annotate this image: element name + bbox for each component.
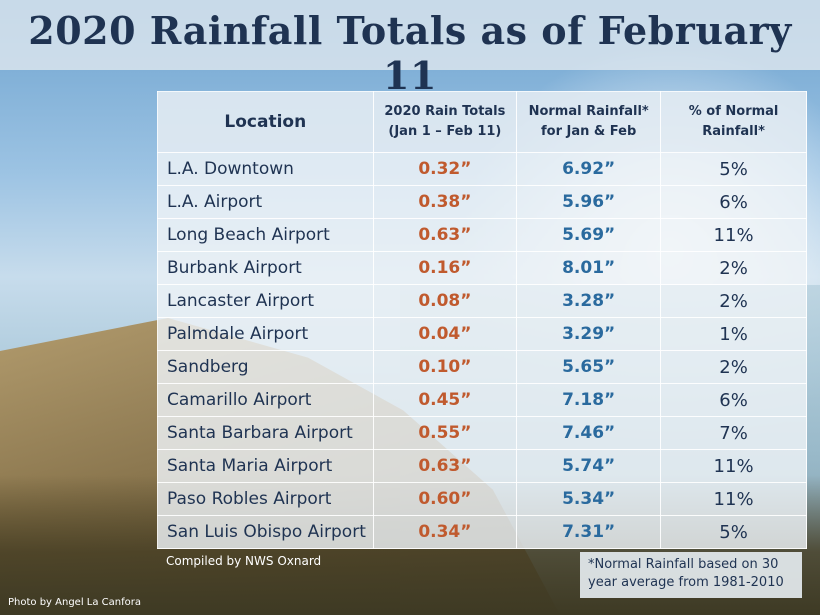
rain-total-cell: 0.32”: [372, 152, 518, 186]
header-location: Location: [157, 91, 374, 153]
rain-total-cell: 0.10”: [372, 350, 518, 384]
rain-total-cell: 0.16”: [372, 251, 518, 285]
table-row: Santa Barbara Airport 0.55” 7.46” 7%: [157, 416, 807, 450]
title-band: [0, 0, 820, 70]
table-row: Camarillo Airport 0.45” 7.18” 6%: [157, 383, 807, 417]
location-cell: San Luis Obispo Airport: [157, 515, 374, 549]
percent-normal-cell: 5%: [660, 515, 807, 549]
location-cell: Paso Robles Airport: [157, 482, 374, 516]
location-cell: Santa Barbara Airport: [157, 416, 374, 450]
table-row: San Luis Obispo Airport 0.34” 7.31” 5%: [157, 515, 807, 549]
header-percent-normal: % of Normal Rainfall*: [660, 91, 807, 153]
header-rain-line1: 2020 Rain Totals: [384, 104, 506, 119]
location-cell: L.A. Airport: [157, 185, 374, 219]
location-cell: Sandberg: [157, 350, 374, 384]
footnote-line2: year average from 1981-2010: [588, 575, 784, 590]
rain-total-cell: 0.08”: [372, 284, 518, 318]
footnote-line1: *Normal Rainfall based on 30: [588, 557, 779, 572]
normal-rainfall-cell: 8.01”: [516, 251, 662, 285]
location-cell: L.A. Downtown: [157, 152, 374, 186]
percent-normal-cell: 2%: [660, 284, 807, 318]
percent-normal-cell: 1%: [660, 317, 807, 351]
normal-rainfall-cell: 5.96”: [516, 185, 662, 219]
header-row: Location 2020 Rain Totals (Jan 1 – Feb 1…: [157, 91, 807, 153]
header-pct-line2: Rainfall*: [702, 124, 765, 139]
normal-rainfall-cell: 6.92”: [516, 152, 662, 186]
rain-total-cell: 0.34”: [372, 515, 518, 549]
header-rain-totals: 2020 Rain Totals (Jan 1 – Feb 11): [372, 91, 518, 153]
compiled-by-note: Compiled by NWS Oxnard: [166, 554, 322, 568]
header-rain-line2: (Jan 1 – Feb 11): [388, 124, 502, 139]
percent-normal-cell: 7%: [660, 416, 807, 450]
normal-rainfall-cell: 7.18”: [516, 383, 662, 417]
normal-rainfall-cell: 3.28”: [516, 284, 662, 318]
location-cell: Burbank Airport: [157, 251, 374, 285]
photo-credit: Photo by Angel La Canfora: [8, 597, 141, 608]
normal-rainfall-cell: 7.46”: [516, 416, 662, 450]
rain-total-cell: 0.04”: [372, 317, 518, 351]
rainfall-table: Location 2020 Rain Totals (Jan 1 – Feb 1…: [157, 91, 807, 549]
percent-normal-cell: 11%: [660, 482, 807, 516]
location-cell: Lancaster Airport: [157, 284, 374, 318]
percent-normal-cell: 11%: [660, 449, 807, 483]
table-row: L.A. Downtown 0.32” 6.92” 5%: [157, 152, 807, 186]
rain-total-cell: 0.63”: [372, 218, 518, 252]
table-row: Paso Robles Airport 0.60” 5.34” 11%: [157, 482, 807, 516]
location-cell: Camarillo Airport: [157, 383, 374, 417]
normal-rainfall-cell: 7.31”: [516, 515, 662, 549]
table-row: Lancaster Airport 0.08” 3.28” 2%: [157, 284, 807, 318]
normal-rainfall-cell: 3.29”: [516, 317, 662, 351]
table-row: L.A. Airport 0.38” 5.96” 6%: [157, 185, 807, 219]
page-title: 2020 Rainfall Totals as of February 11: [28, 8, 792, 98]
header-normal-line1: Normal Rainfall*: [528, 104, 649, 119]
normal-rainfall-cell: 5.34”: [516, 482, 662, 516]
percent-normal-cell: 5%: [660, 152, 807, 186]
percent-normal-cell: 6%: [660, 383, 807, 417]
rain-total-cell: 0.63”: [372, 449, 518, 483]
rain-total-cell: 0.45”: [372, 383, 518, 417]
normal-rainfall-cell: 5.65”: [516, 350, 662, 384]
table-row: Sandberg 0.10” 5.65” 2%: [157, 350, 807, 384]
percent-normal-cell: 2%: [660, 350, 807, 384]
location-cell: Long Beach Airport: [157, 218, 374, 252]
normal-rainfall-cell: 5.74”: [516, 449, 662, 483]
table-body: L.A. Downtown 0.32” 6.92” 5% L.A. Airport 0.3…: [157, 152, 807, 549]
percent-normal-cell: 2%: [660, 251, 807, 285]
normal-rainfall-cell: 5.69”: [516, 218, 662, 252]
percent-normal-cell: 11%: [660, 218, 807, 252]
location-cell: Palmdale Airport: [157, 317, 374, 351]
footnote-box: *Normal Rainfall based on 30 year averag…: [580, 552, 802, 598]
percent-normal-cell: 6%: [660, 185, 807, 219]
header-normal-rainfall: Normal Rainfall* for Jan & Feb: [516, 91, 662, 153]
table-row: Santa Maria Airport 0.63” 5.74” 11%: [157, 449, 807, 483]
header-pct-line1: % of Normal: [688, 104, 779, 119]
table-row: Burbank Airport 0.16” 8.01” 2%: [157, 251, 807, 285]
rain-total-cell: 0.60”: [372, 482, 518, 516]
rain-total-cell: 0.55”: [372, 416, 518, 450]
table-row: Palmdale Airport 0.04” 3.29” 1%: [157, 317, 807, 351]
header-normal-line2: for Jan & Feb: [541, 124, 637, 139]
location-cell: Santa Maria Airport: [157, 449, 374, 483]
table-row: Long Beach Airport 0.63” 5.69” 11%: [157, 218, 807, 252]
rain-total-cell: 0.38”: [372, 185, 518, 219]
